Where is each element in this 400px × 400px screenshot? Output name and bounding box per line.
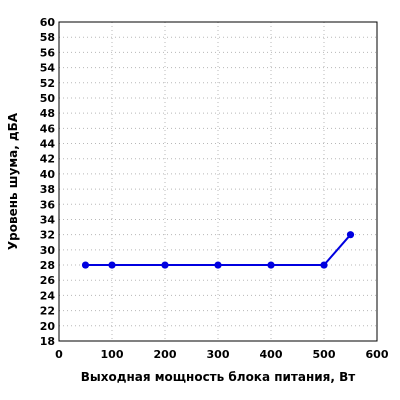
y-tick-label: 20: [40, 320, 56, 333]
y-tick-label: 40: [40, 168, 56, 181]
data-point: [81, 261, 90, 269]
x-tick-label: 300: [207, 348, 230, 361]
y-tick-label: 48: [40, 107, 55, 120]
x-tick-label: 500: [313, 348, 336, 361]
data-point: [214, 261, 222, 269]
series-group: [81, 231, 355, 269]
y-axis-title: Уровень шума, дБА: [6, 112, 20, 250]
y-tick-label: 18: [40, 335, 55, 348]
y-tick-label: 32: [40, 229, 55, 242]
y-tick-label: 60: [40, 16, 56, 29]
y-tick-label: 58: [40, 31, 55, 44]
y-tick-label: 38: [40, 183, 55, 196]
y-tick-label: 50: [40, 92, 56, 105]
x-tick-label: 200: [154, 348, 177, 361]
data-point: [346, 231, 355, 239]
y-tick-label: 42: [40, 153, 55, 166]
y-tick-label: 56: [40, 46, 56, 59]
grid: [58, 21, 378, 342]
y-tick-label: 34: [40, 213, 56, 226]
data-point: [108, 261, 116, 269]
y-tick-label: 30: [40, 244, 56, 257]
x-axis-title: Выходная мощность блока питания, Вт: [81, 370, 356, 384]
y-tick-label: 24: [40, 289, 56, 302]
data-point: [161, 261, 169, 269]
y-axis: 18 20 22 24 26 28 30 32 34 36 38 40 42 44 46 48 50 52 54 56…: [40, 16, 56, 348]
data-point: [320, 261, 328, 269]
data-point: [267, 261, 275, 269]
x-tick-label: 600: [366, 348, 389, 361]
x-tick-label: 0: [55, 348, 63, 361]
x-tick-label: 400: [260, 348, 283, 361]
y-tick-label: 44: [40, 138, 56, 151]
x-tick-label: 100: [101, 348, 124, 361]
y-tick-label: 36: [40, 198, 56, 211]
y-tick-label: 54: [40, 62, 56, 75]
y-tick-label: 46: [40, 122, 56, 135]
series-line: [85, 234, 352, 267]
y-tick-label: 26: [40, 274, 56, 287]
y-tick-label: 22: [40, 305, 55, 318]
y-tick-label: 52: [40, 77, 55, 90]
x-axis: 0 100 200 300 400 500 600: [55, 348, 389, 361]
y-tick-label: 28: [40, 259, 55, 272]
plot-frame: [58, 21, 378, 342]
